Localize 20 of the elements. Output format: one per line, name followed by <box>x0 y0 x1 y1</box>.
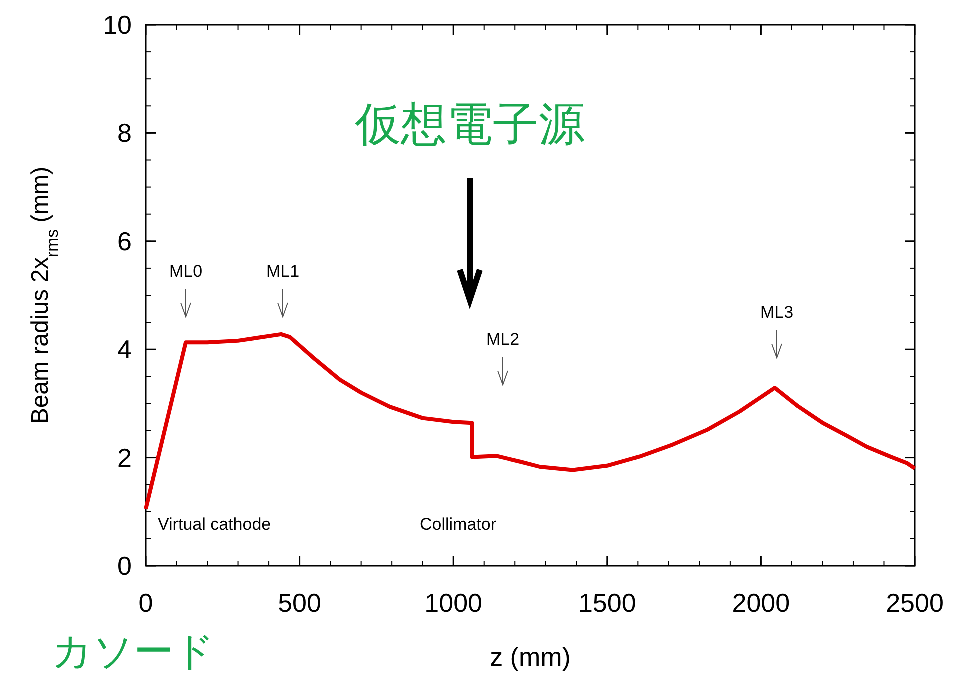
x-tick-label: 1000 <box>424 588 483 618</box>
x-tick-label: 2000 <box>732 588 790 618</box>
annotation: Collimator <box>420 515 497 534</box>
annotation: 仮想電子源 <box>354 98 585 150</box>
y-tick-label: 4 <box>118 334 132 365</box>
annotation: ML3 <box>760 303 794 322</box>
x-tick-label: 2500 <box>886 588 944 618</box>
annotation: ML1 <box>266 262 300 281</box>
y-tick-label: 0 <box>118 551 132 581</box>
annotation: ML0 <box>169 262 203 281</box>
x-tick-label: 1500 <box>578 588 636 618</box>
x-tick-label: 500 <box>278 588 322 618</box>
x-tick-label: 0 <box>138 588 154 618</box>
y-tick-label: 6 <box>118 226 132 256</box>
y-tick-label: 10 <box>103 10 132 40</box>
x-axis-title: z (mm) <box>490 642 571 672</box>
y-tick-label: 2 <box>118 442 132 473</box>
y-tick-label: 8 <box>118 118 132 148</box>
annotation: Virtual cathode <box>158 515 272 534</box>
annotation: ML2 <box>486 330 520 349</box>
